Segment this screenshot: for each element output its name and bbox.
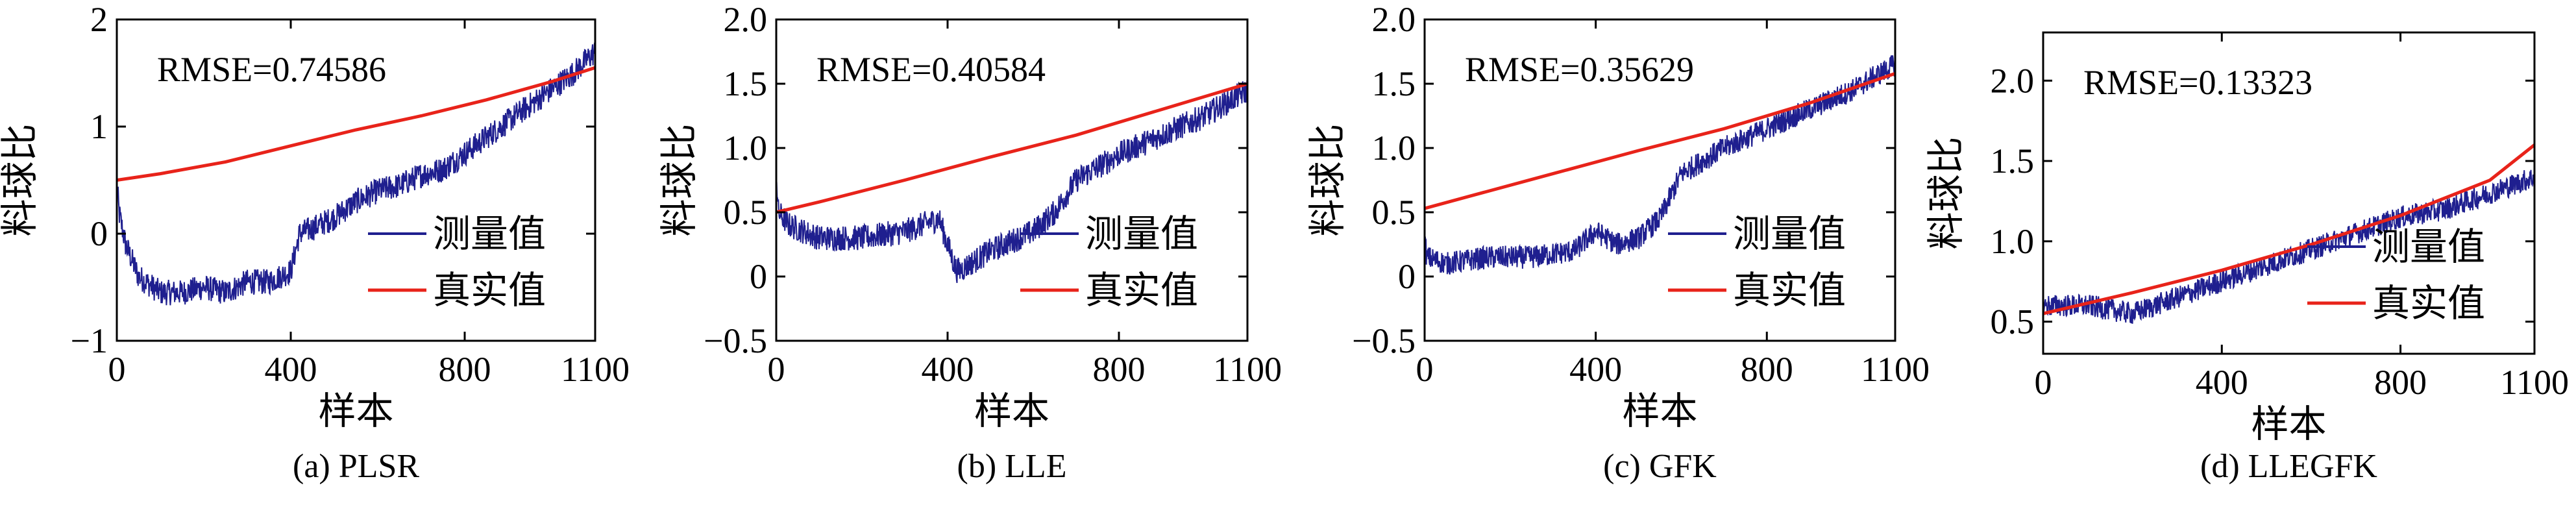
y-tick-label: 1.0 [724,129,768,167]
y-tick-label: 0.5 [1991,302,2035,341]
panel-caption: (c) GFK [1603,448,1717,485]
x-tick-label: 0 [2035,363,2052,402]
y-tick-label: 0 [90,214,108,253]
legend-label-true: 真实值 [433,269,546,312]
panel-caption: (d) LLEGFK [2200,448,2377,485]
plot-frame [2042,31,2536,355]
legend-label-true: 真实值 [1733,269,1846,312]
y-tick-label: 2.0 [1372,0,1416,39]
series-line-true [117,66,595,182]
series-line-true [776,82,1247,214]
series-line-true [1425,71,1895,210]
y-tick-label: 1 [90,107,108,146]
y-axis-title: 料球比 [0,123,41,236]
series-line-measured [776,80,1247,283]
x-axis-title: 样本 [974,390,1049,432]
legend-label-measured: 测量值 [1085,213,1198,255]
x-axis-title: 样本 [2251,403,2326,445]
chart-panel-4: 0 400 800 1100 0.5 1.0 1.5 2.0 样本 料球比 RMSE=0.13323… [1925,31,2569,485]
y-axis-title: 料球比 [1306,123,1349,236]
x-axis-title: 样本 [1622,390,1697,432]
y-tick-label: −1 [71,321,108,360]
y-tick-label: 0 [750,257,767,296]
x-tick-label: 800 [1093,350,1146,389]
legend-label-measured: 测量值 [1733,213,1846,255]
x-tick-label: 400 [265,350,317,389]
plot-frame [116,18,596,342]
series-line-measured [2043,169,2534,324]
y-tick-label: −0.5 [704,321,767,360]
x-tick-label: 1100 [561,350,630,389]
panel-caption: (b) LLE [957,448,1067,485]
y-tick-label: 0 [1398,257,1416,296]
panel-caption: (a) PLSR [293,448,419,485]
x-tick-label: 0 [768,350,785,389]
y-axis-title: 料球比 [658,123,700,236]
y-tick-label: 1.5 [1991,142,2035,180]
y-tick-label: 1.0 [1372,129,1416,167]
chart-panel-3: 0 400 800 1100−0.500.51.01.52.0样本料球比RMSE=0.… [1306,0,1930,485]
x-tick-label: 800 [2374,363,2427,402]
legend-label-true: 真实值 [2372,282,2485,325]
x-tick-label: 400 [922,350,974,389]
y-tick-label: 1.5 [1372,64,1416,103]
x-tick-label: 400 [1569,350,1622,389]
x-tick-label: 1100 [1213,350,1282,389]
x-tick-label: 400 [2196,363,2248,402]
plot-frame [775,18,1249,342]
y-tick-label: 2 [90,0,108,39]
x-tick-label: 0 [108,350,126,389]
rmse-annotation: RMSE=0.74586 [157,50,386,89]
chart-panel-2: 0 400 800 1100−0.500.51.01.52.0样本料球比RMSE=0.… [658,0,1282,485]
series-line-measured [117,42,595,306]
chart-panel-1: 0 400 800 1100−1012样本料球比RMSE=0.74586测量值真实值(… [0,0,630,485]
rmse-annotation: RMSE=0.40584 [816,50,1046,89]
x-tick-label: 1100 [2500,363,2569,402]
y-tick-label: 0.5 [1372,193,1416,232]
y-axis-title: 料球比 [1925,136,1967,249]
x-axis-title: 样本 [318,390,393,432]
y-tick-label: 2.0 [724,0,768,39]
rmse-annotation: RMSE=0.35629 [1465,50,1694,89]
series-line-true [2043,143,2534,315]
x-tick-label: 800 [439,350,491,389]
y-tick-label: −0.5 [1352,321,1416,360]
rmse-annotation: RMSE=0.13323 [2083,63,2312,102]
y-tick-label: 0.5 [724,193,768,232]
legend-label-measured: 测量值 [2372,226,2485,268]
x-tick-label: 800 [1741,350,1793,389]
x-tick-label: 0 [1416,350,1434,389]
legend-label-true: 真实值 [1085,269,1198,312]
legend-label-measured: 测量值 [433,213,546,255]
x-tick-label: 1100 [1861,350,1930,389]
y-tick-label: 2.0 [1991,61,2035,100]
plot-frame [1423,18,1896,342]
y-tick-label: 1.5 [724,64,768,103]
y-tick-label: 1.0 [1991,222,2035,261]
